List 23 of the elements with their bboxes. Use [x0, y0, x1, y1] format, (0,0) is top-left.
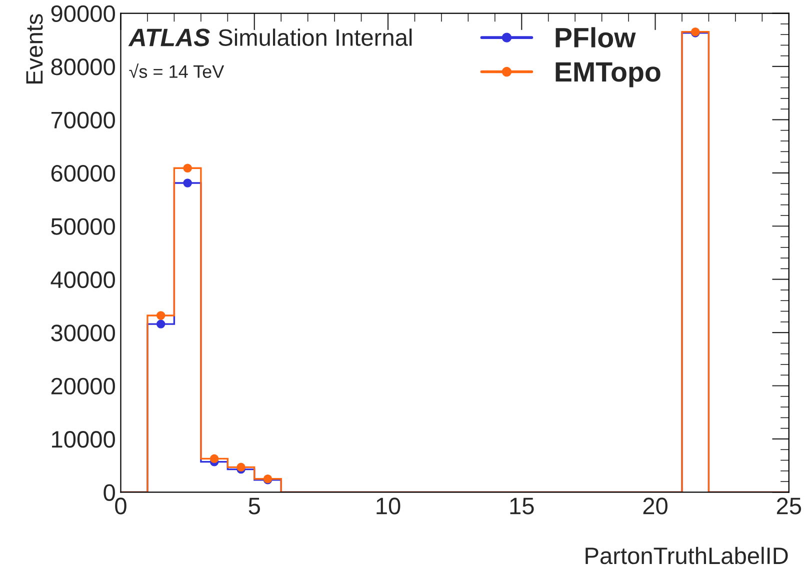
x-axis-title: PartonTruthLabelID — [586, 546, 788, 564]
y-tick-label: 70000 — [51, 112, 115, 128]
annotation: ATLAS — [128, 28, 210, 46]
x-tick-label: 20 — [643, 498, 668, 514]
y-tick-label: 0 — [104, 484, 115, 501]
y-axis-title: Events — [26, 14, 43, 84]
x-tick-label: 0 — [115, 498, 126, 514]
y-tick-label: 10000 — [52, 431, 115, 448]
y-tick-label: 90000 — [51, 5, 115, 22]
y-tick-label: 40000 — [50, 271, 115, 288]
annotation: √s = 14 TeV — [129, 64, 224, 78]
annotation: Simulation Internal — [218, 28, 412, 46]
x-tick-label: 15 — [510, 498, 534, 514]
x-tick-label: 10 — [376, 498, 400, 514]
legend-label: EMTopo — [556, 62, 660, 88]
x-tick-label: 5 — [248, 498, 260, 514]
y-tick-label: 50000 — [51, 218, 115, 235]
y-tick-label: 60000 — [51, 164, 115, 182]
x-tick-label: 25 — [776, 498, 802, 514]
y-tick-label: 20000 — [51, 378, 115, 395]
legend-label: PFlow — [556, 27, 636, 48]
y-tick-label: 80000 — [51, 58, 115, 76]
y-tick-label: 30000 — [51, 324, 115, 342]
